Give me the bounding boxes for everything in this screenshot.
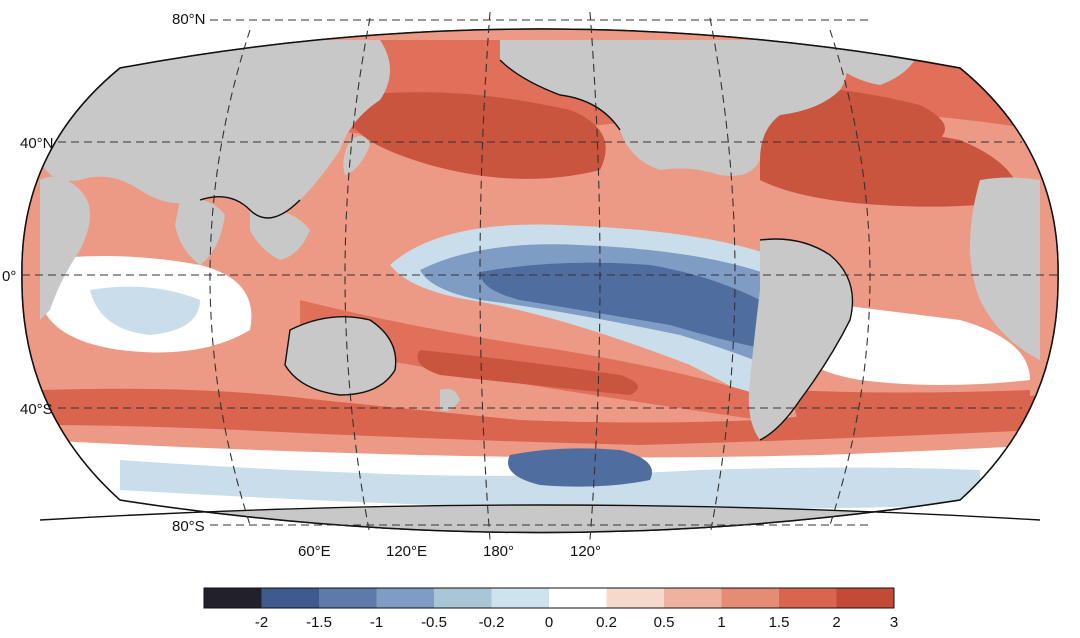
lon-label-180: 180° [483, 543, 514, 560]
lon-label-120w: 120° [570, 543, 601, 560]
colorbar-tick-label: 0 [545, 614, 553, 631]
colorbar-tick-label: 3 [890, 614, 898, 631]
colorbar-tick-label: 0.5 [654, 614, 675, 631]
lat-label-40s: 40°S [20, 401, 53, 418]
longitude-grid [209, 11, 871, 541]
colorbar-tick-label: -0.5 [421, 614, 447, 631]
lat-label-80s: 80°S [172, 518, 205, 535]
lat-label-80n: 80°N [172, 11, 206, 28]
lat-label-40n: 40°N [20, 135, 54, 152]
colorbar-segment [319, 588, 377, 608]
colorbar: -2 -1.5 -1 -0.5 -0.2 0 0.2 0.5 1 1.5 2 3 [203, 587, 898, 631]
colorbar-tick-label: 0.2 [596, 614, 617, 631]
colorbar-segment [261, 588, 319, 608]
latitude-grid [22, 19, 1058, 526]
colorbar-tick-label: -1.5 [306, 614, 332, 631]
lat-label-equator: 0° [2, 268, 16, 285]
colorbar-segment [779, 588, 837, 608]
colorbar-segment [204, 588, 262, 608]
colorbar-segment [836, 588, 894, 608]
colorbar-tick-label: -1 [370, 614, 383, 631]
colorbar-tick-label: 1.5 [769, 614, 790, 631]
land-masses [40, 40, 1040, 533]
colorbar-segment [664, 588, 722, 608]
colorbar-tick-label: -0.2 [479, 614, 505, 631]
colorbar-segment [434, 588, 492, 608]
colorbar-segment [721, 588, 779, 608]
lon-label-120e: 120°E [386, 543, 427, 560]
colorbar-tick-label: 2 [832, 614, 840, 631]
colorbar-outline [203, 587, 895, 609]
colorbar-tick-label: -2 [255, 614, 268, 631]
colorbar-tick-label: 1 [717, 614, 725, 631]
colorbar-segment [606, 588, 664, 608]
lon-label-60e: 60°E [298, 543, 331, 560]
coastlines [39, 59, 1041, 521]
colorbar-segment [491, 588, 549, 608]
colorbar-segment [376, 588, 434, 608]
colorbar-segment [549, 588, 607, 608]
